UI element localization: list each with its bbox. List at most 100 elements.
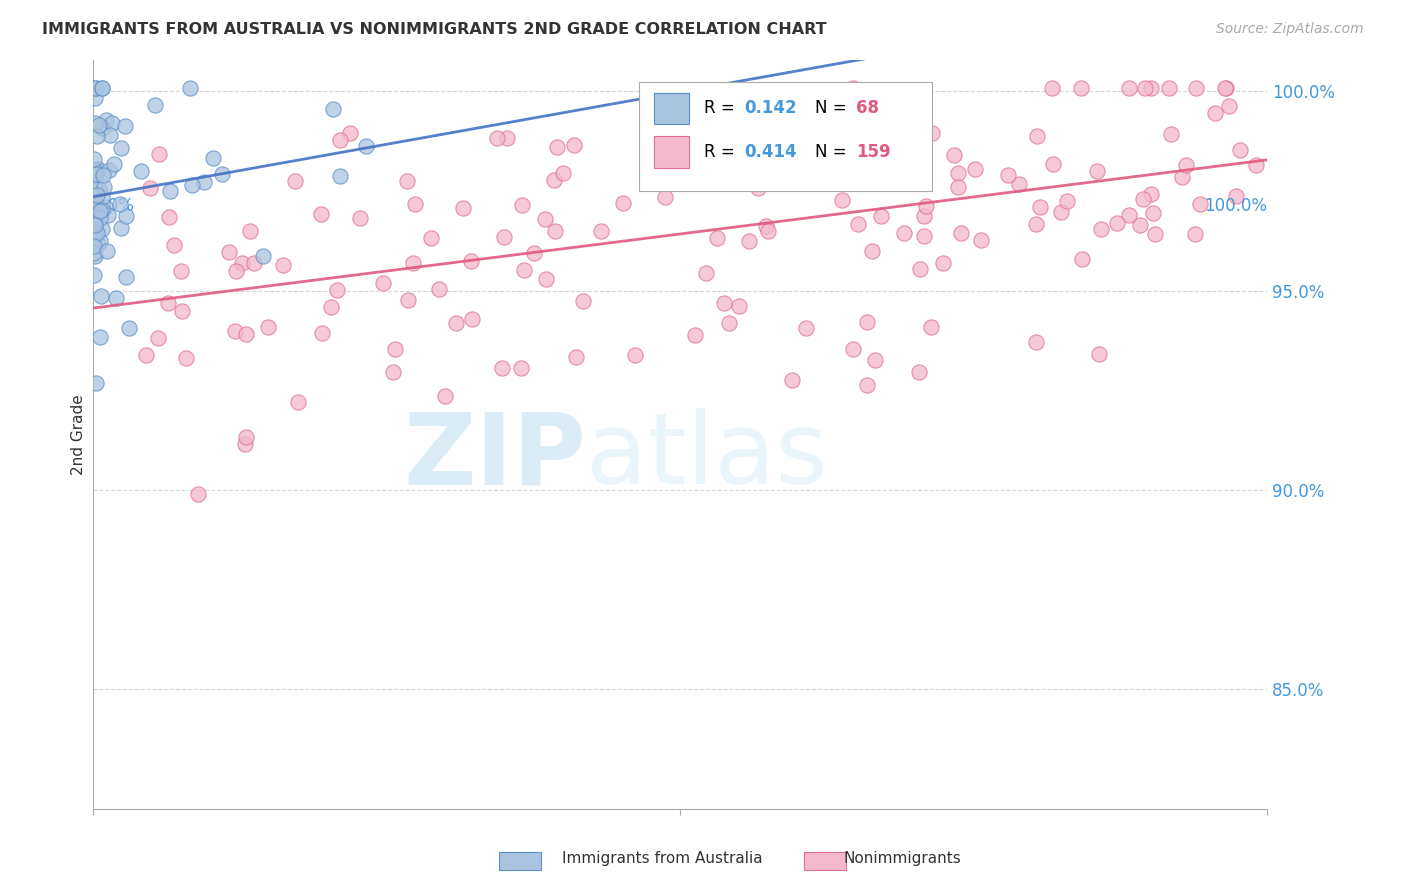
Point [931,256,953,270]
Point [1213,80,1236,95]
Point [1025,334,1047,349]
Point [87,181,110,195]
Point [654,190,676,204]
Point [319,300,342,314]
Point [461,311,484,326]
Point [839,128,862,143]
Point [84,226,107,240]
Point [1025,129,1047,144]
Point [84,116,107,130]
Point [329,169,352,183]
Point [513,262,536,277]
Point [235,430,257,444]
Point [562,138,585,153]
Point [93,200,115,214]
Point [235,327,257,342]
Point [93,180,115,194]
Point [1160,127,1182,141]
Point [543,223,565,237]
Point [156,295,179,310]
Point [970,233,993,247]
Point [224,324,246,338]
Point [86,80,108,95]
Point [1229,144,1251,158]
Point [733,125,755,139]
Point [710,108,733,122]
Point [384,342,406,356]
Point [572,294,595,309]
Point [169,264,191,278]
Point [110,141,132,155]
Point [129,163,152,178]
Point [159,184,181,198]
Point [848,217,870,231]
Point [949,226,972,240]
Point [84,194,107,208]
Text: Nonimmigrants: Nonimmigrants [844,851,962,865]
Point [118,321,141,335]
Point [146,331,169,345]
Point [90,80,112,95]
Point [695,86,717,100]
Point [1085,163,1108,178]
Point [157,211,180,225]
Point [523,245,546,260]
Point [780,373,803,387]
Point [339,126,361,140]
FancyBboxPatch shape [638,82,932,191]
Point [1129,218,1152,232]
Point [91,81,114,95]
Point [94,112,117,127]
Point [101,116,124,130]
Point [83,246,105,260]
Point [86,376,108,390]
Point [83,164,105,178]
Point [706,231,728,245]
Point [271,258,294,272]
Point [1135,80,1157,95]
Text: Immigrants from Australia: Immigrants from Australia [562,851,763,865]
Point [1050,204,1073,219]
Point [89,204,111,219]
Point [86,162,108,177]
Point [870,209,893,223]
Point [211,167,233,181]
Text: 159: 159 [856,143,891,161]
Point [104,291,127,305]
Point [148,146,170,161]
Point [510,360,533,375]
Point [460,254,482,268]
Point [231,256,253,270]
Point [534,272,557,286]
Point [1218,99,1240,113]
Point [486,130,509,145]
Point [1140,80,1163,95]
Point [794,101,817,115]
Point [143,98,166,112]
Point [856,315,879,329]
Bar [654,93,689,124]
Point [83,239,105,253]
Point [446,316,468,330]
Point [91,190,114,204]
Point [287,394,309,409]
Text: Source: ZipAtlas.com: Source: ZipAtlas.com [1216,22,1364,37]
Point [856,378,879,392]
Point [543,173,565,187]
Point [97,162,120,177]
Point [86,187,108,202]
Point [1175,157,1198,171]
Text: 0.0%: 0.0% [93,197,135,215]
Point [83,217,105,231]
Point [103,157,125,171]
Text: atlas: atlas [586,409,828,505]
Point [89,211,111,226]
Text: N =: N = [815,143,852,161]
Point [813,141,835,155]
Text: R =: R = [703,143,740,161]
Point [510,198,533,212]
Point [546,140,568,154]
Point [1088,346,1111,360]
Point [1140,186,1163,201]
Text: 100.0%: 100.0% [1204,197,1267,215]
